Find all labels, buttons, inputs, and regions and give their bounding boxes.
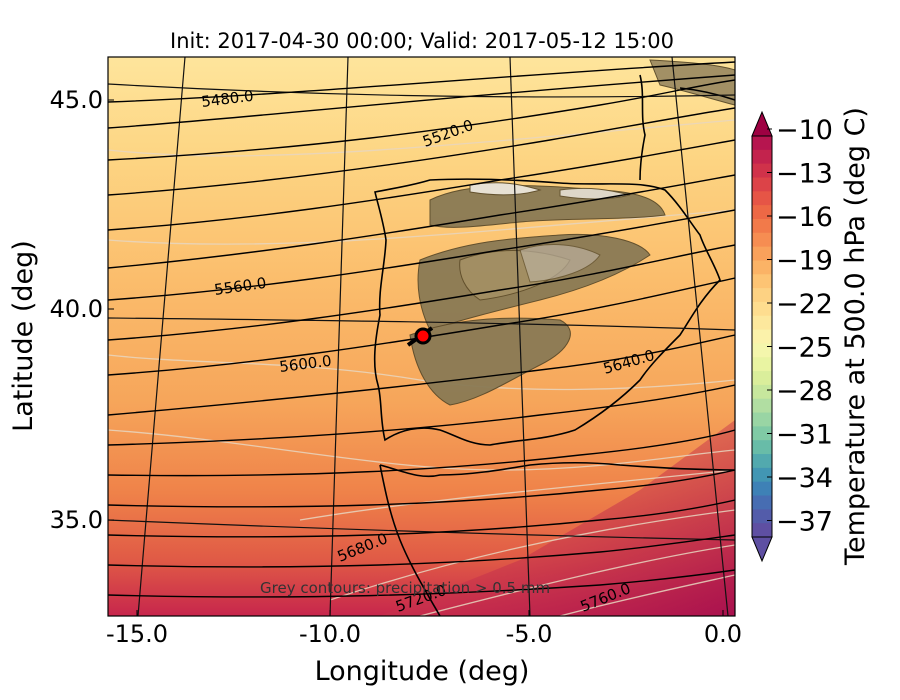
colorbar-swatch xyxy=(752,149,772,165)
colorbar-swatch xyxy=(752,440,772,455)
colorbar-swatch xyxy=(752,177,772,192)
x-tick-label: -10.0 xyxy=(299,620,361,648)
colorbar-tick-label: −28 xyxy=(776,376,833,407)
x-tick-label: -5.0 xyxy=(506,620,553,648)
precipitation-note: Grey contours: precipitation > 0.5 mm xyxy=(260,579,550,597)
colorbar-swatch xyxy=(752,205,772,220)
temperature-contours xyxy=(108,119,735,616)
colorbar-swatch xyxy=(752,509,772,524)
colorbar-swatch xyxy=(752,232,772,248)
colorbar-tick-label: −10 xyxy=(776,115,833,146)
colorbar-swatch xyxy=(752,191,772,206)
colorbar-swatch xyxy=(752,384,772,400)
colorbar-swatch xyxy=(752,163,772,179)
colorbar-swatch xyxy=(752,136,772,151)
colorbar-frame xyxy=(751,135,773,538)
colorbar-swatch xyxy=(752,495,772,510)
x-tick-label: 0.0 xyxy=(704,620,742,648)
y-tick-label: 40.0 xyxy=(50,295,103,323)
map-title: Init: 2017-04-30 00:00; Valid: 2017-05-1… xyxy=(170,29,674,53)
colorbar-swatch xyxy=(752,426,772,441)
x-axis-label: Longitude (deg) xyxy=(315,656,530,687)
y-tick-label: 45.0 xyxy=(50,86,103,114)
colorbar-extend-min xyxy=(751,536,773,563)
colorbar-tick-label: −13 xyxy=(776,159,833,190)
y-axis-label: Latitude (deg) xyxy=(8,240,39,432)
graticule xyxy=(108,57,735,616)
map-frame xyxy=(107,56,736,617)
colorbar-tick-label: −16 xyxy=(776,202,833,233)
axis-tick-marks xyxy=(108,99,724,616)
colorbar-tick-label: −22 xyxy=(776,289,833,320)
colorbar-swatch xyxy=(752,454,772,469)
colorbar-swatch xyxy=(752,288,772,303)
x-tick-label: -15.0 xyxy=(106,620,168,648)
colorbar-extend-max xyxy=(751,110,773,137)
colorbar-swatch xyxy=(752,260,772,275)
colorbar-swatch xyxy=(752,523,772,538)
height-contours xyxy=(108,61,735,598)
map-area: 5480.0 5520.0 5560.0 5600.0 5640.0 5680.… xyxy=(108,57,735,616)
colorbar-swatch xyxy=(752,467,772,483)
warm-corner-shading xyxy=(380,420,735,616)
y-tick-label: 35.0 xyxy=(50,506,103,534)
colorbar-swatch xyxy=(752,301,772,317)
colorbar-label: Temperature at 500.0 hPa (deg C) xyxy=(840,107,871,566)
colorbar-swatch xyxy=(752,398,772,414)
colorbar-swatch xyxy=(752,315,772,331)
colorbar-tick-label: −37 xyxy=(776,507,833,538)
colorbar-swatch xyxy=(752,218,772,234)
colorbar-swatch xyxy=(752,343,772,358)
colorbar-tick-label: −19 xyxy=(776,246,833,277)
coastline xyxy=(373,74,735,616)
colorbar-tick-label: −34 xyxy=(776,463,833,494)
colorbar-swatch xyxy=(752,412,772,427)
colorbar-swatch xyxy=(752,274,772,289)
colorbar-tick-label: −25 xyxy=(776,333,833,364)
colorbar-swatch xyxy=(752,246,772,262)
colorbar: −10 −13 −16 −19 −22 −25 −28 −31 −34 −37 xyxy=(751,110,833,563)
location-marker xyxy=(414,327,432,345)
colorbar-swatch xyxy=(752,481,772,497)
colorbar-swatch xyxy=(752,357,772,372)
colorbar-swatch xyxy=(752,329,772,345)
colorbar-tick-label: −31 xyxy=(776,420,833,451)
colorbar-swatch xyxy=(752,371,772,386)
